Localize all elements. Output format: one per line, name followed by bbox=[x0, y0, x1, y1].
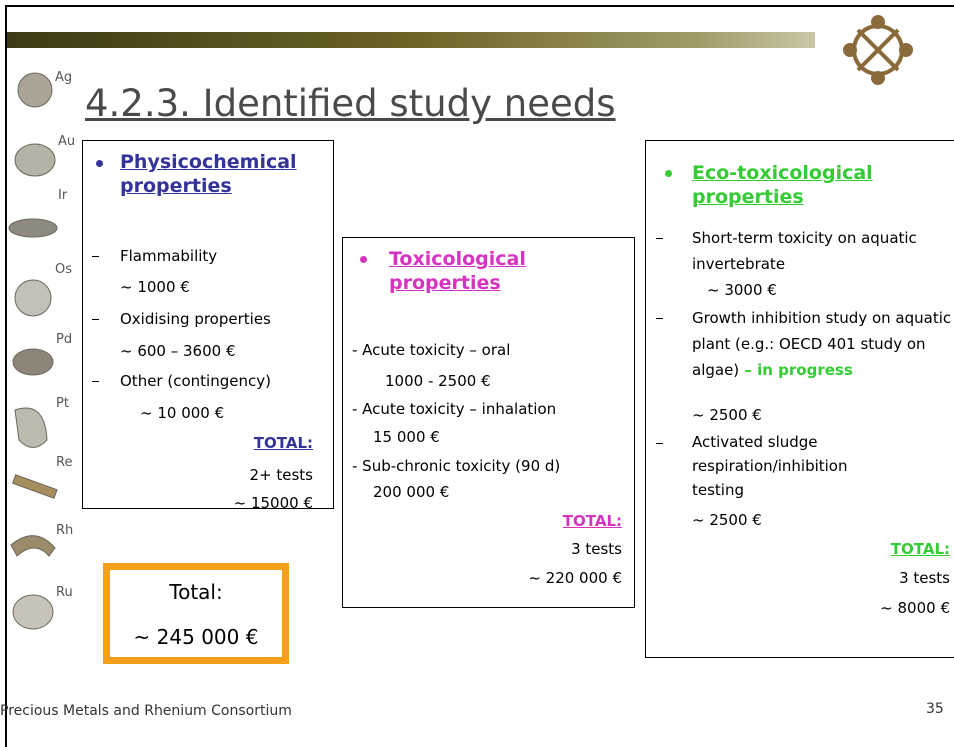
total-label: TOTAL: bbox=[563, 508, 622, 534]
total-tests: 3 tests bbox=[899, 565, 950, 591]
total-label: TOTAL: bbox=[891, 536, 950, 562]
panel-heading: Eco-toxicological properties bbox=[692, 161, 922, 209]
item-status: – in progress bbox=[739, 361, 853, 379]
item-label: Oxidising properties bbox=[120, 306, 271, 332]
item-cost: 200 000 € bbox=[373, 479, 449, 505]
panel-heading: Physicochemical properties bbox=[120, 150, 325, 198]
total-cost: ~ 220 000 € bbox=[528, 565, 622, 591]
item-cost: 15 000 € bbox=[373, 424, 440, 450]
item-cost: ~ 600 – 3600 € bbox=[120, 338, 236, 364]
item-label: Other (contingency) bbox=[120, 368, 271, 394]
item-cost: ~ 3000 € bbox=[707, 277, 777, 303]
logo bbox=[838, 10, 918, 90]
element-images bbox=[5, 0, 65, 640]
element-label: Ru bbox=[56, 585, 73, 600]
element-label: Ir bbox=[58, 188, 67, 203]
element-label: Au bbox=[58, 134, 75, 149]
total-label: TOTAL: bbox=[254, 430, 313, 456]
dash bbox=[656, 443, 663, 444]
item-label: - Acute toxicity – inhalation bbox=[352, 396, 556, 422]
element-label: Re bbox=[56, 455, 72, 470]
item-label: - Sub-chronic toxicity (90 d) bbox=[352, 453, 560, 479]
item-label: Flammability bbox=[120, 243, 217, 269]
item-cost: ~ 2500 € bbox=[692, 507, 762, 533]
total-tests: 3 tests bbox=[571, 536, 622, 562]
total-tests: 2+ tests bbox=[249, 462, 313, 488]
dash bbox=[92, 319, 99, 320]
bullet bbox=[96, 160, 103, 167]
total-cost: ~ 15000 € bbox=[234, 490, 313, 516]
dash bbox=[656, 238, 663, 239]
dash bbox=[92, 256, 99, 257]
grand-total-label: Total: bbox=[103, 577, 289, 607]
bullet bbox=[360, 256, 367, 263]
slide-title: 4.2.3. Identified study needs bbox=[85, 80, 616, 128]
slide: Ag Au Ir Os Pd Pt Re Rh Ru 4.2.3. Identi… bbox=[0, 0, 954, 723]
page-number: 35 bbox=[926, 696, 944, 722]
item-text: Growth inhibition study on aquatic plant… bbox=[692, 305, 954, 383]
grand-total-value: ~ 245 000 € bbox=[103, 622, 289, 652]
element-label: Rh bbox=[56, 523, 73, 538]
dash bbox=[656, 318, 663, 319]
item-label: - Acute toxicity – oral bbox=[352, 337, 510, 363]
item-label: Short-term toxicity on aquatic invertebr… bbox=[692, 225, 937, 277]
panel-heading: Toxicological properties bbox=[389, 247, 569, 295]
total-cost: ~ 8000 € bbox=[880, 595, 950, 621]
footer-text: Precious Metals and Rhenium Consortium bbox=[0, 698, 292, 724]
element-label: Os bbox=[55, 262, 72, 277]
item-label: Activated sludge respiration/inhibition … bbox=[692, 430, 892, 502]
item-cost: ~ 1000 € bbox=[120, 274, 190, 300]
bullet bbox=[665, 170, 672, 177]
element-label: Pt bbox=[56, 396, 69, 411]
item-cost: 1000 - 2500 € bbox=[385, 368, 491, 394]
dash bbox=[92, 381, 99, 382]
item-cost: ~ 2500 € bbox=[692, 402, 762, 428]
element-label: Ag bbox=[55, 70, 72, 85]
item-cost: ~ 10 000 € bbox=[140, 400, 224, 426]
top-bar bbox=[7, 32, 815, 48]
element-label: Pd bbox=[56, 332, 72, 347]
